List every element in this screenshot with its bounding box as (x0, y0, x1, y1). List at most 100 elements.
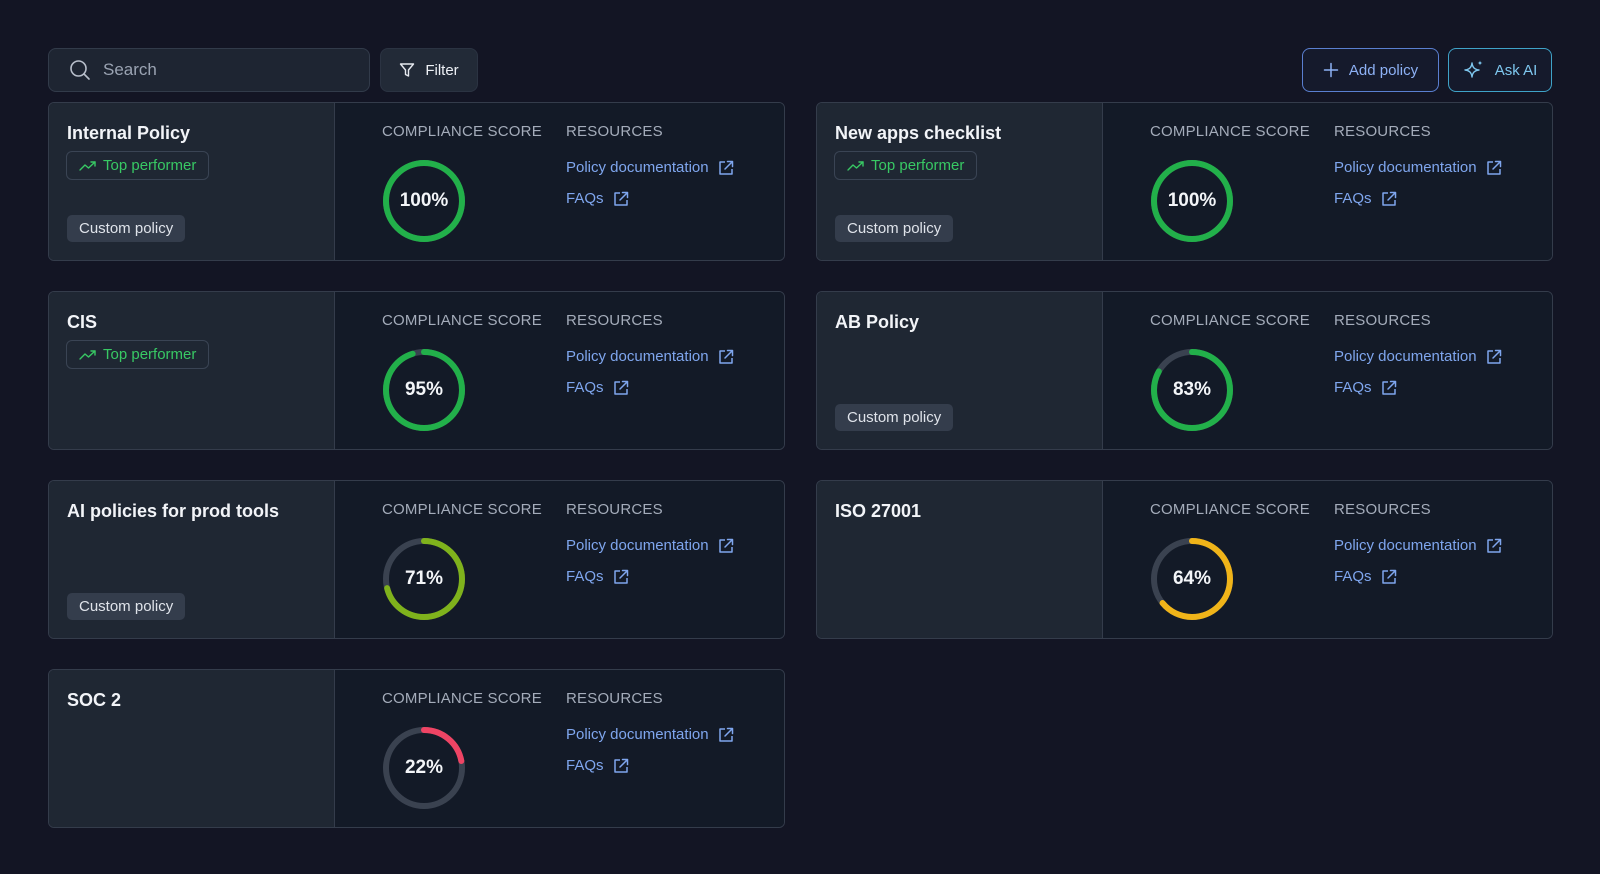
plus-icon (1323, 62, 1339, 78)
sparkle-icon (1464, 60, 1483, 78)
policy-details: COMPLIANCE SCORE RESOURCES 71% Policy do… (335, 481, 784, 638)
score-ring-progress (383, 160, 465, 242)
top-performer-label: Top performer (103, 346, 197, 363)
policy-title: Internal Policy (67, 123, 191, 143)
score-ring-progress (1151, 349, 1233, 431)
external-link-icon (613, 191, 628, 206)
faqs-link[interactable]: FAQs (566, 568, 629, 585)
policy-title: SOC 2 (67, 690, 122, 710)
external-link-icon (613, 758, 628, 773)
policy-details: COMPLIANCE SCORE RESOURCES 100% Policy d… (335, 103, 784, 260)
top-performer-badge: Top performer (834, 151, 978, 180)
score-ring-progress (1151, 160, 1233, 242)
policy-info: Internal Policy Top performer Custom pol… (49, 103, 335, 260)
resources-heading: RESOURCES (566, 690, 663, 707)
policy-card-ai-policies-for-prod-tools[interactable]: AI policies for prod tools Custom policy… (48, 480, 785, 639)
add-policy-button[interactable]: Add policy (1302, 48, 1439, 92)
policy-info: SOC 2 (49, 670, 335, 827)
policy-card-iso-27001[interactable]: ISO 27001 COMPLIANCE SCORE RESOURCES 64%… (816, 480, 1553, 639)
policy-documentation-label: Policy documentation (566, 726, 709, 743)
external-link-icon (1486, 160, 1501, 175)
policy-documentation-label: Policy documentation (1334, 159, 1477, 176)
policy-details: COMPLIANCE SCORE RESOURCES 64% Policy do… (1103, 481, 1552, 638)
compliance-score-heading: COMPLIANCE SCORE (382, 123, 542, 140)
search-input[interactable] (103, 60, 343, 80)
policy-details: COMPLIANCE SCORE RESOURCES 83% Policy do… (1103, 292, 1552, 449)
compliance-score-heading: COMPLIANCE SCORE (382, 501, 542, 518)
custom-policy-badge: Custom policy (835, 215, 954, 242)
trending-up-icon (79, 349, 96, 360)
policy-documentation-link[interactable]: Policy documentation (566, 159, 734, 176)
compliance-score-value: 95% (404, 379, 444, 400)
external-link-icon (718, 160, 733, 175)
policy-info: CIS Top performer (49, 292, 335, 449)
trending-up-icon (79, 160, 96, 171)
ask-ai-label: Ask AI (1494, 61, 1538, 79)
top-performer-label: Top performer (103, 157, 197, 174)
compliance-score-heading: COMPLIANCE SCORE (1150, 501, 1310, 518)
compliance-score-heading: COMPLIANCE SCORE (382, 312, 542, 329)
policy-card-ab-policy[interactable]: AB Policy Custom policy COMPLIANCE SCORE… (816, 291, 1553, 450)
policy-documentation-link[interactable]: Policy documentation (1334, 348, 1502, 365)
faqs-link[interactable]: FAQs (566, 757, 629, 774)
compliance-score-value: 64% (1172, 568, 1212, 589)
ask-ai-button[interactable]: Ask AI (1448, 48, 1552, 92)
add-policy-label: Add policy (1348, 61, 1419, 79)
policy-documentation-label: Policy documentation (566, 159, 709, 176)
external-link-icon (718, 349, 733, 364)
faqs-label: FAQs (566, 190, 604, 207)
policy-info: ISO 27001 (817, 481, 1103, 638)
policy-documentation-link[interactable]: Policy documentation (566, 537, 734, 554)
policy-card-soc-2[interactable]: SOC 2 COMPLIANCE SCORE RESOURCES 22% Pol… (48, 669, 785, 828)
compliance-score-value: 83% (1172, 379, 1212, 400)
resources-heading: RESOURCES (566, 501, 663, 518)
compliance-score-value: 100% (399, 190, 449, 211)
faqs-link[interactable]: FAQs (1334, 379, 1397, 396)
external-link-icon (718, 538, 733, 553)
policy-title: AI policies for prod tools (67, 501, 280, 521)
policy-card-cis[interactable]: CIS Top performer COMPLIANCE SCORE RESOU… (48, 291, 785, 450)
faqs-label: FAQs (566, 379, 604, 396)
top-performer-badge: Top performer (66, 151, 210, 180)
policy-title: ISO 27001 (835, 501, 922, 521)
resources-heading: RESOURCES (1334, 501, 1431, 518)
search-box[interactable] (48, 48, 370, 92)
score-ring-progress (383, 727, 465, 809)
faqs-link[interactable]: FAQs (566, 190, 629, 207)
policy-documentation-label: Policy documentation (1334, 348, 1477, 365)
compliance-score-value: 71% (404, 568, 444, 589)
compliance-score-ring: 64% (1149, 536, 1235, 622)
compliance-score-heading: COMPLIANCE SCORE (382, 690, 542, 707)
policy-documentation-link[interactable]: Policy documentation (1334, 159, 1502, 176)
compliance-score-ring: 100% (381, 158, 467, 244)
external-link-icon (1381, 191, 1396, 206)
policy-title: AB Policy (835, 312, 920, 332)
top-performer-label: Top performer (871, 157, 965, 174)
faqs-link[interactable]: FAQs (566, 379, 629, 396)
policy-info: AB Policy Custom policy (817, 292, 1103, 449)
resources-heading: RESOURCES (566, 312, 663, 329)
filter-button[interactable]: Filter (380, 48, 478, 92)
policy-card-internal-policy[interactable]: Internal Policy Top performer Custom pol… (48, 102, 785, 261)
faqs-label: FAQs (1334, 568, 1372, 585)
policy-details: COMPLIANCE SCORE RESOURCES 95% Policy do… (335, 292, 784, 449)
search-icon (70, 60, 90, 80)
faqs-link[interactable]: FAQs (1334, 568, 1397, 585)
compliance-score-ring: 100% (1149, 158, 1235, 244)
faqs-label: FAQs (566, 757, 604, 774)
external-link-icon (1381, 380, 1396, 395)
compliance-score-heading: COMPLIANCE SCORE (1150, 312, 1310, 329)
toolbar: Filter Add policy Ask AI (48, 48, 1552, 92)
score-ring-progress (383, 349, 465, 431)
policy-documentation-link[interactable]: Policy documentation (566, 348, 734, 365)
score-ring-progress (383, 538, 465, 620)
policy-details: COMPLIANCE SCORE RESOURCES 22% Policy do… (335, 670, 784, 827)
policy-documentation-link[interactable]: Policy documentation (1334, 537, 1502, 554)
policy-title: CIS (67, 312, 98, 332)
compliance-score-ring: 71% (381, 536, 467, 622)
faqs-link[interactable]: FAQs (1334, 190, 1397, 207)
policy-documentation-link[interactable]: Policy documentation (566, 726, 734, 743)
resources-heading: RESOURCES (1334, 123, 1431, 140)
external-link-icon (1486, 349, 1501, 364)
policy-card-new-apps-checklist[interactable]: New apps checklist Top performer Custom … (816, 102, 1553, 261)
